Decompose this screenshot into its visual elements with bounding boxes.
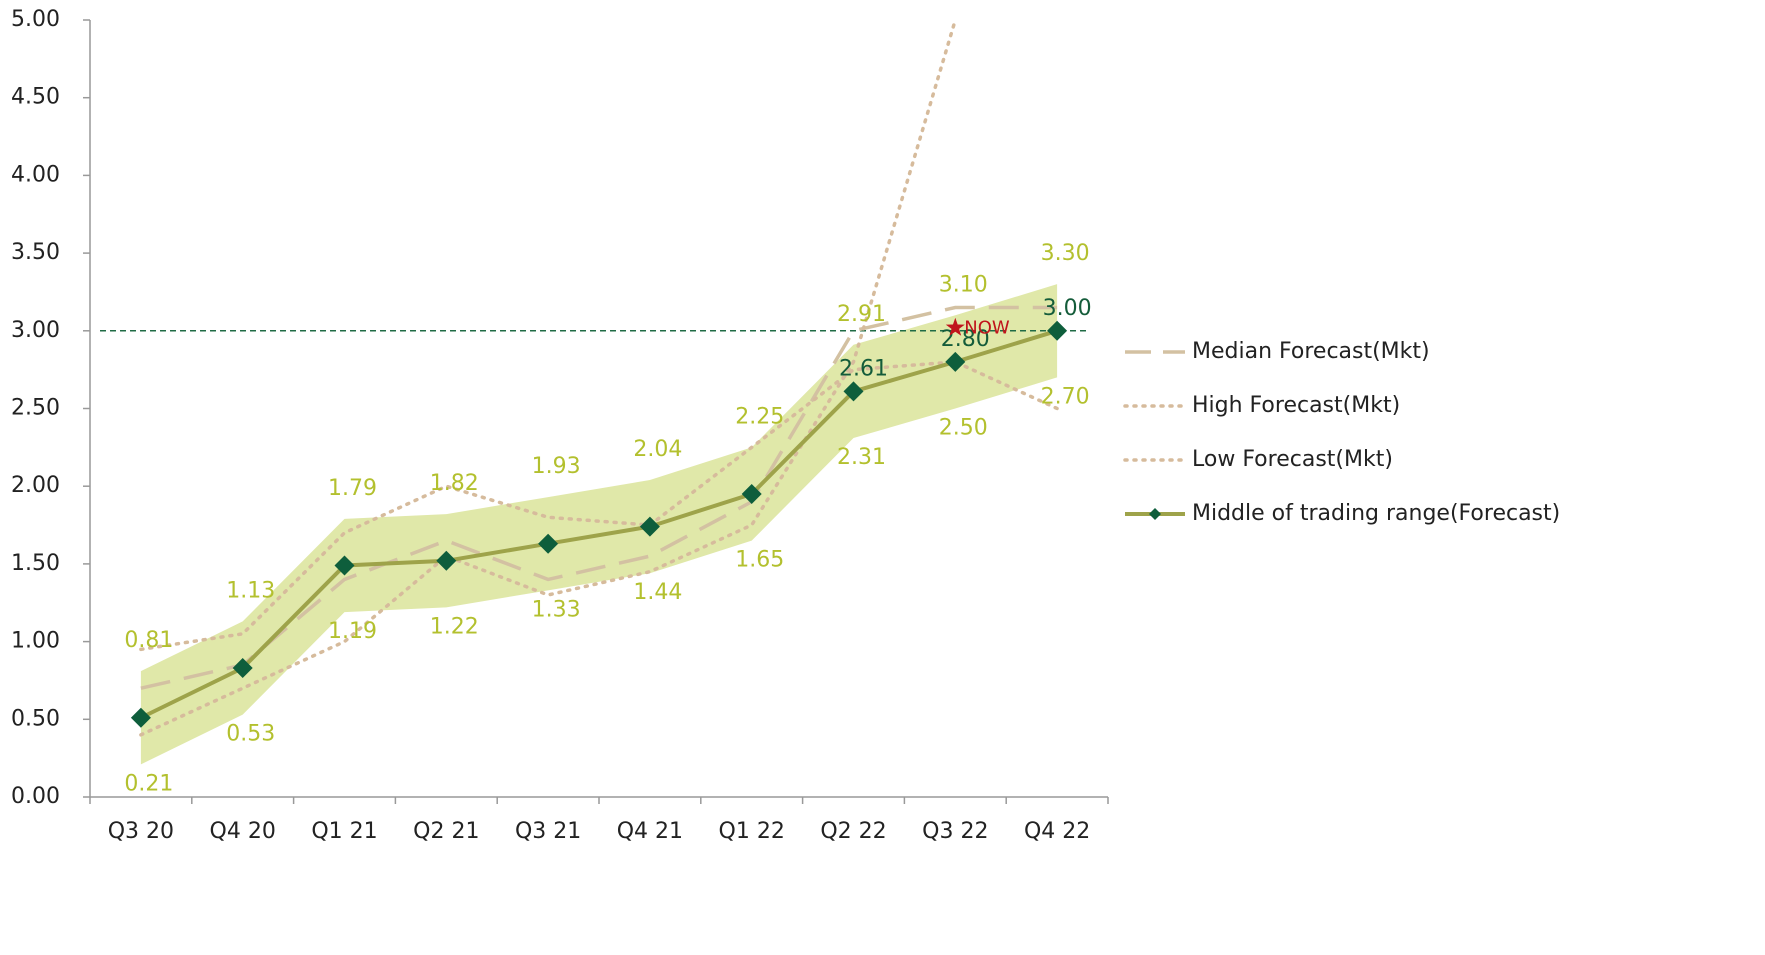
marker bbox=[334, 555, 355, 576]
legend-label: Middle of trading range(Forecast) bbox=[1192, 501, 1560, 526]
series-line bbox=[140, 328, 1058, 720]
data-label: 2.91 bbox=[837, 302, 886, 327]
data-label: 1.13 bbox=[226, 578, 275, 603]
data-label: 2.70 bbox=[1041, 384, 1090, 409]
y-tick-label: 2.50 bbox=[11, 396, 60, 421]
data-label: 3.00 bbox=[1043, 296, 1092, 321]
data-label: 1.44 bbox=[633, 580, 682, 605]
x-tick-label: Q3 22 bbox=[922, 819, 988, 844]
data-label: 1.22 bbox=[430, 614, 479, 639]
x-tick-label: Q1 22 bbox=[719, 819, 785, 844]
y-tick-label: 0.50 bbox=[11, 706, 60, 731]
now-label: NOW bbox=[964, 318, 1010, 339]
data-label: 2.80 bbox=[941, 327, 990, 352]
marker bbox=[1149, 508, 1161, 520]
marker bbox=[741, 483, 762, 504]
data-label: 2.31 bbox=[837, 445, 886, 470]
y-tick-label: 4.00 bbox=[11, 162, 60, 187]
marker bbox=[538, 533, 559, 554]
legend-label: Low Forecast(Mkt) bbox=[1192, 447, 1393, 472]
y-tick-label: 0.00 bbox=[11, 784, 60, 809]
marker bbox=[1047, 320, 1068, 341]
data-label: 0.21 bbox=[124, 771, 173, 796]
y-tick-label: 4.50 bbox=[11, 85, 60, 110]
data-label: 1.33 bbox=[532, 597, 581, 622]
marker bbox=[130, 707, 151, 728]
series-line bbox=[139, 360, 1059, 652]
data-label: 2.25 bbox=[735, 404, 784, 429]
y-tick-label: 3.00 bbox=[11, 318, 60, 343]
legend-label: Median Forecast(Mkt) bbox=[1192, 339, 1430, 364]
x-tick-label: Q3 21 bbox=[515, 819, 581, 844]
data-label: 2.04 bbox=[633, 437, 682, 462]
data-label: 3.10 bbox=[939, 272, 988, 297]
data-label: 0.81 bbox=[124, 628, 173, 653]
data-label: 2.50 bbox=[939, 416, 988, 441]
now-star bbox=[945, 317, 965, 336]
marker bbox=[232, 658, 253, 679]
y-tick-label: 1.00 bbox=[11, 629, 60, 654]
x-tick-label: Q4 20 bbox=[210, 819, 276, 844]
x-tick-label: Q3 20 bbox=[108, 819, 174, 844]
trading-range-band bbox=[140, 284, 1058, 765]
series-line bbox=[140, 305, 1058, 690]
marker bbox=[436, 550, 457, 571]
x-tick-label: Q1 21 bbox=[311, 819, 377, 844]
legend-label: High Forecast(Mkt) bbox=[1192, 393, 1400, 418]
marker bbox=[843, 381, 864, 402]
x-tick-label: Q4 21 bbox=[617, 819, 683, 844]
x-tick-label: Q2 22 bbox=[820, 819, 886, 844]
data-label: 2.61 bbox=[839, 356, 888, 381]
data-label: 1.79 bbox=[328, 476, 377, 501]
x-tick-label: Q4 22 bbox=[1024, 819, 1090, 844]
y-tick-label: 5.00 bbox=[11, 7, 60, 32]
data-label: 0.53 bbox=[226, 722, 275, 747]
y-tick-label: 2.00 bbox=[11, 473, 60, 498]
data-label: 1.65 bbox=[735, 548, 784, 573]
y-tick-label: 3.50 bbox=[11, 240, 60, 265]
marker bbox=[945, 351, 966, 372]
series-line bbox=[139, 18, 958, 737]
marker bbox=[639, 516, 660, 537]
data-label: 3.30 bbox=[1041, 241, 1090, 266]
data-label: 1.82 bbox=[430, 471, 479, 496]
data-label: 1.93 bbox=[532, 454, 581, 479]
y-tick-label: 1.50 bbox=[11, 551, 60, 576]
data-label: 1.19 bbox=[328, 619, 377, 644]
x-tick-label: Q2 21 bbox=[413, 819, 479, 844]
